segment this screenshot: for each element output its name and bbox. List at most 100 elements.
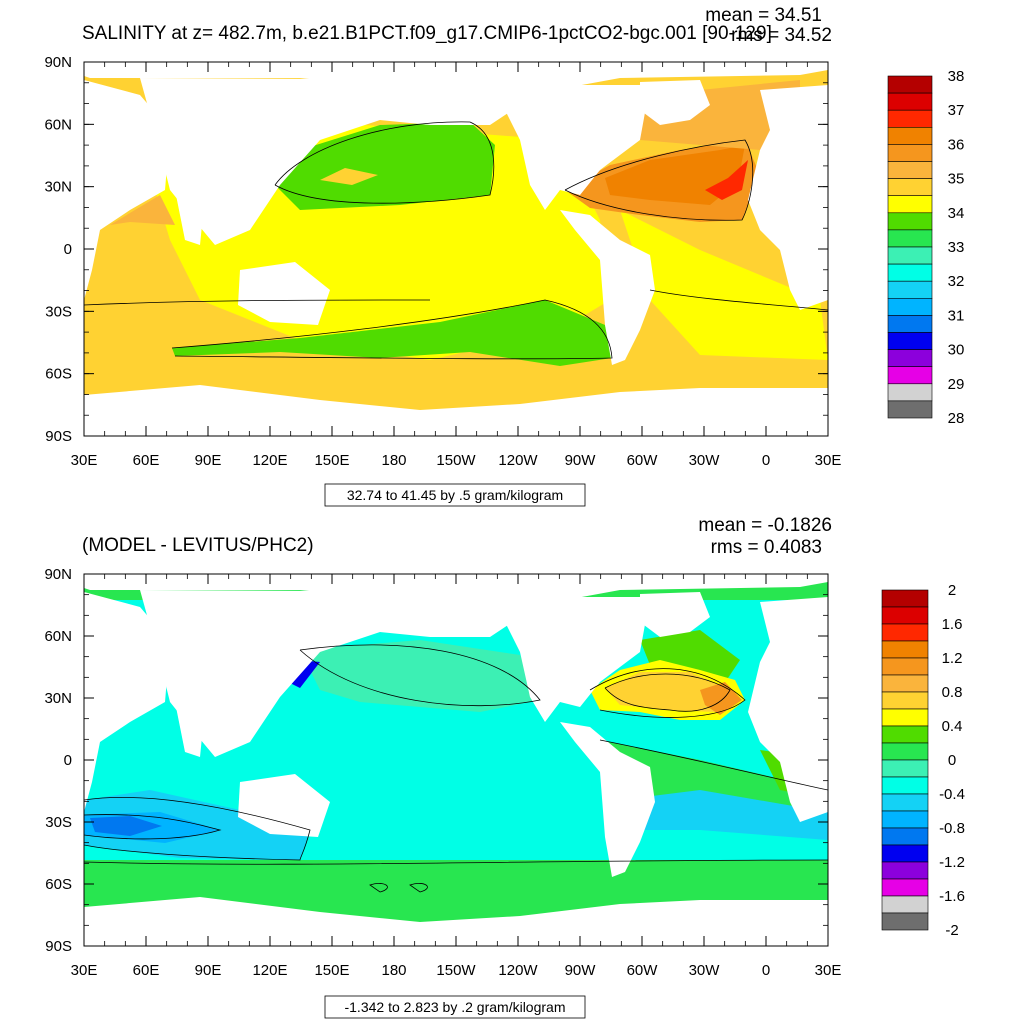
colorbar-swatch bbox=[887, 297, 933, 316]
lon-tick-label: 150E bbox=[314, 452, 349, 469]
lat-tick-label: 60N bbox=[44, 628, 72, 645]
lat-tick-label: 30S bbox=[45, 814, 72, 831]
difference-info-box bbox=[324, 995, 586, 1019]
colorbar-label: 36 bbox=[948, 136, 965, 153]
lon-tick-label: 90E bbox=[195, 452, 222, 469]
lat-tick-label: 60N bbox=[44, 116, 72, 133]
colorbar-swatch bbox=[881, 623, 929, 642]
lon-tick-label: 30W bbox=[689, 962, 721, 979]
lon-tick-label: 30E bbox=[815, 452, 842, 469]
colorbar-swatch bbox=[887, 92, 933, 111]
colorbar-swatch bbox=[881, 759, 929, 778]
colorbar-swatch bbox=[881, 912, 929, 931]
colorbar-label: 38 bbox=[948, 68, 965, 85]
colorbar-swatch bbox=[881, 674, 929, 693]
lon-tick-label: 120E bbox=[252, 452, 287, 469]
lon-tick-label: 0 bbox=[762, 452, 770, 469]
lat-tick-label: 30N bbox=[44, 179, 72, 196]
lon-tick-label: 60E bbox=[133, 452, 160, 469]
lon-tick-label: 180 bbox=[381, 452, 406, 469]
lon-tick-label: 120W bbox=[498, 962, 538, 979]
lon-tick-label: 60W bbox=[627, 962, 659, 979]
lat-tick-label: 90S bbox=[45, 938, 72, 955]
colorbar-swatch bbox=[881, 640, 929, 659]
colorbar-label: 30 bbox=[948, 342, 965, 359]
colorbar-label: 37 bbox=[948, 102, 965, 119]
lat-tick-label: 60S bbox=[45, 876, 72, 893]
salinity-rms: rms = 34.52 bbox=[731, 25, 832, 46]
colorbar-label: 1.6 bbox=[942, 616, 963, 633]
colorbar-swatch bbox=[881, 810, 929, 829]
colorbar-swatch bbox=[887, 400, 933, 419]
salinity-colorbar: 38 37 36 35 34 33 32 31 30 29 28 bbox=[887, 68, 965, 427]
difference-info-label: -1.342 to 2.823 by .2 gram/kilogram bbox=[344, 999, 565, 1015]
colorbar-swatch bbox=[881, 844, 929, 863]
lon-tick-label: 150W bbox=[436, 962, 476, 979]
difference-colorbar: 2 1.6 1.2 0.8 0.4 0 -0.4 -0.8 -1.2 -1.6 -2 bbox=[881, 582, 965, 939]
colorbar-label: 35 bbox=[948, 171, 965, 188]
colorbar-label: 28 bbox=[948, 410, 965, 427]
colorbar-swatch bbox=[887, 332, 933, 350]
difference-lon-labels: 30E 60E 90E 120E 150E 180 150W 120W 90W 60W 30W 0 30… bbox=[71, 962, 842, 979]
lat-tick-label: 60S bbox=[45, 366, 72, 383]
colorbar-label: 31 bbox=[948, 307, 965, 324]
difference-rms: rms = 0.4083 bbox=[711, 537, 822, 558]
colorbar-label: 29 bbox=[948, 376, 965, 393]
salinity-info-box bbox=[324, 483, 586, 507]
lat-tick-label: 90N bbox=[44, 54, 72, 71]
colorbar-label: 1.2 bbox=[942, 650, 963, 667]
colorbar-swatch bbox=[887, 366, 933, 385]
colorbar-swatch bbox=[887, 109, 933, 128]
colorbar-swatch bbox=[881, 708, 929, 727]
colorbar-label: 34 bbox=[948, 205, 965, 222]
colorbar-swatch bbox=[881, 793, 929, 812]
colorbar-label: 33 bbox=[948, 239, 965, 256]
lon-tick-label: 60E bbox=[133, 962, 160, 979]
colorbar-swatch bbox=[887, 195, 933, 214]
colorbar-swatch bbox=[881, 742, 929, 761]
difference-mean: mean = -0.1826 bbox=[698, 515, 832, 536]
colorbar-swatch bbox=[887, 75, 933, 94]
colorbar-label: -2 bbox=[945, 922, 958, 939]
lon-tick-label: 120W bbox=[498, 452, 538, 469]
colorbar-label: 0.4 bbox=[942, 718, 963, 735]
lon-tick-label: 30W bbox=[689, 452, 721, 469]
colorbar-swatch bbox=[887, 246, 933, 265]
lon-tick-label: 60W bbox=[627, 452, 659, 469]
salinity-title: SALINITY at z= 482.7m, b.e21.B1PCT.f09_g… bbox=[82, 23, 772, 44]
colorbar-label: -1.2 bbox=[939, 854, 965, 871]
salinity-mean: mean = 34.51 bbox=[705, 5, 822, 26]
lon-tick-label: 150W bbox=[436, 452, 476, 469]
lat-tick-label: 90S bbox=[45, 428, 72, 445]
colorbar-swatch bbox=[887, 349, 933, 368]
colorbar-swatch bbox=[881, 878, 929, 897]
colorbar-swatch bbox=[881, 776, 929, 795]
colorbar-swatch bbox=[881, 861, 929, 880]
difference-panel: (MODEL - LEVITUS/PHC2) mean = -0.1826 rm… bbox=[44, 515, 965, 1019]
lon-tick-label: 90W bbox=[565, 962, 597, 979]
colorbar-swatch bbox=[887, 178, 933, 197]
colorbar-label: 32 bbox=[948, 273, 965, 290]
difference-title: (MODEL - LEVITUS/PHC2) bbox=[82, 535, 314, 556]
lat-tick-label: 90N bbox=[44, 566, 72, 583]
colorbar-swatch bbox=[887, 127, 933, 145]
colorbar-label: -1.6 bbox=[939, 888, 965, 905]
colorbar-swatch bbox=[881, 589, 929, 608]
salinity-panel: SALINITY at z= 482.7m, b.e21.B1PCT.f09_g… bbox=[44, 5, 965, 507]
lon-tick-label: 120E bbox=[252, 962, 287, 979]
salinity-axis-ticks bbox=[83, 61, 829, 437]
difference-axis-ticks bbox=[83, 573, 829, 947]
colorbar-swatch bbox=[881, 691, 929, 710]
colorbar-swatch bbox=[887, 161, 933, 179]
colorbar-swatch bbox=[887, 144, 933, 162]
difference-lat-labels: 90N 60N 30N 0 30S 60S 90S bbox=[44, 566, 72, 955]
lon-tick-label: 0 bbox=[762, 962, 770, 979]
salinity-lat-labels: 90N 60N 30N 0 30S 60S 90S bbox=[44, 54, 72, 445]
colorbar-swatch bbox=[887, 212, 933, 231]
colorbar-label: -0.8 bbox=[939, 820, 965, 837]
salinity-map bbox=[84, 62, 828, 436]
colorbar-swatch bbox=[887, 315, 933, 333]
salinity-lon-labels: 30E 60E 90E 120E 150E 180 150W 120W 90W 60W 30W 0 30… bbox=[71, 452, 842, 469]
lat-tick-label: 30S bbox=[45, 303, 72, 320]
